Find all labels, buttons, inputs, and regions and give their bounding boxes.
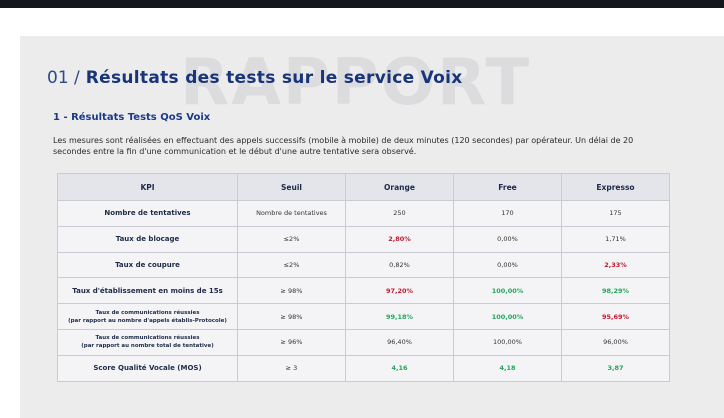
section-number: 01 / [47, 68, 80, 88]
column-header-orange: Orange [345, 173, 454, 201]
free-cell: 100,00% [453, 328, 562, 356]
expresso-cell: 2,33% [561, 251, 670, 279]
kpi-label: Taux de communications réussies (par rap… [57, 328, 238, 356]
orange-cell: 99,18% [345, 303, 454, 330]
table-row: Taux de blocage ≤2% 2,80% 0,00% 1,71% [57, 225, 670, 253]
expresso-cell: 175 [561, 200, 670, 227]
table-row: Taux d'établissement en moins de 15s ≥ 9… [57, 277, 670, 305]
column-header-expresso: Expresso [561, 173, 670, 201]
free-cell: 170 [453, 200, 562, 227]
kpi-label: Taux de coupure [57, 251, 238, 279]
table-row: Taux de communications réussies (par rap… [57, 328, 670, 356]
orange-cell: 97,20% [345, 277, 454, 305]
orange-cell: 0,82% [345, 251, 454, 279]
table-header-row: KPI Seuil Orange Free Expresso [57, 173, 670, 201]
kpi-label: Score Qualité Vocale (MOS) [57, 354, 238, 382]
seuil-cell: ≤2% [237, 225, 346, 253]
page-title: Résultats des tests sur le service Voix [85, 68, 463, 88]
kpi-label: Taux de blocage [57, 225, 238, 253]
orange-cell: 4,16 [345, 354, 454, 382]
section-title: 01 / Résultats des tests sur le service … [47, 68, 463, 88]
seuil-cell: ≥ 98% [237, 277, 346, 305]
seuil-cell: ≥ 3 [237, 354, 346, 382]
free-cell: 0,00% [453, 225, 562, 253]
seuil-cell: Nombre de tentatives [237, 200, 346, 227]
table-row: Taux de communications réussies (par rap… [57, 303, 670, 330]
column-header-free: Free [453, 173, 562, 201]
column-header-seuil: Seuil [237, 173, 346, 201]
kpi-label: Taux de communications réussies (par rap… [57, 303, 238, 330]
orange-cell: 250 [345, 200, 454, 227]
top-bar [0, 0, 724, 8]
free-cell: 100,00% [453, 277, 562, 305]
kpi-label-note: (par rapport au nombre d'appels établis-… [68, 317, 227, 324]
intro-paragraph: Les mesures sont réalisées en effectuant… [53, 136, 634, 156]
watermark-text: RAPPORT [180, 46, 532, 120]
table-row: Nombre de tentatives Nombre de tentative… [57, 200, 670, 227]
free-cell: 4,18 [453, 354, 562, 382]
expresso-cell: 3,87 [561, 354, 670, 382]
seuil-cell: ≥ 96% [237, 328, 346, 356]
orange-cell: 2,80% [345, 225, 454, 253]
free-cell: 0,00% [453, 251, 562, 279]
expresso-cell: 98,29% [561, 277, 670, 305]
kpi-label: Nombre de tentatives [57, 200, 238, 227]
seuil-cell: ≥ 98% [237, 303, 346, 330]
expresso-cell: 95,69% [561, 303, 670, 330]
column-header-kpi: KPI [57, 173, 238, 201]
subsection-title: 1 - Résultats Tests QoS Voix [53, 112, 211, 123]
free-cell: 100,00% [453, 303, 562, 330]
table-row: Score Qualité Vocale (MOS) ≥ 3 4,16 4,18… [57, 354, 670, 382]
table-row: Taux de coupure ≤2% 0,82% 0,00% 2,33% [57, 251, 670, 279]
kpi-label-main: Taux de communications réussies [95, 335, 200, 342]
kpi-label-main: Taux de communications réussies [95, 309, 200, 316]
expresso-cell: 1,71% [561, 225, 670, 253]
expresso-cell: 96,00% [561, 328, 670, 356]
orange-cell: 96,40% [345, 328, 454, 356]
kpi-label-note: (par rapport au nombre total de tentativ… [81, 343, 214, 350]
seuil-cell: ≤2% [237, 251, 346, 279]
kpi-table: KPI Seuil Orange Free Expresso Nombre de… [57, 173, 670, 382]
kpi-label: Taux d'établissement en moins de 15s [57, 277, 238, 305]
